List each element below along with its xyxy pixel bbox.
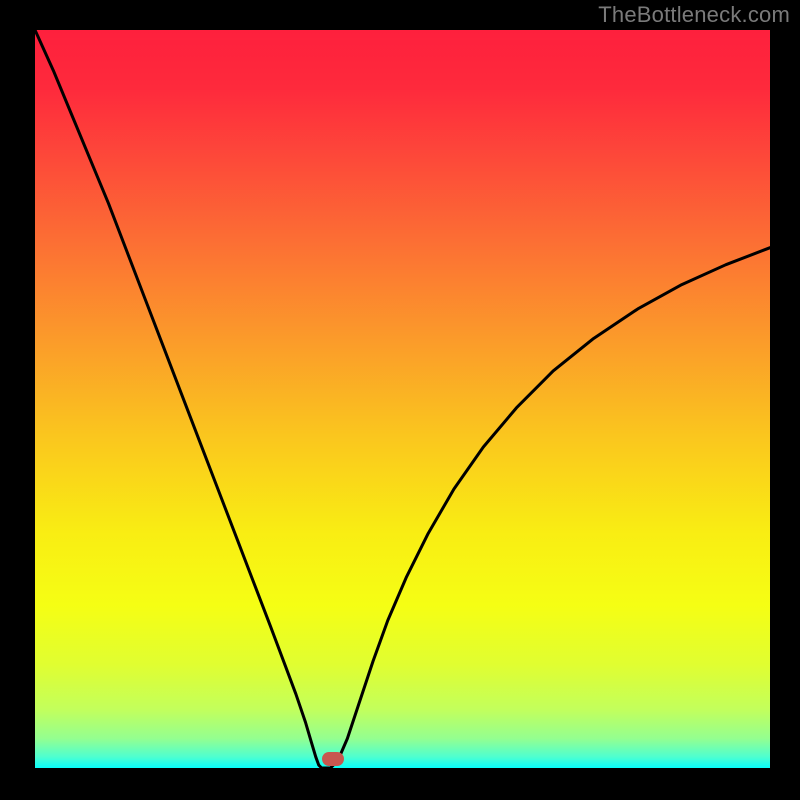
watermark-text: TheBottleneck.com bbox=[598, 2, 790, 28]
optimal-point-marker bbox=[322, 752, 344, 766]
plot-area bbox=[35, 30, 770, 768]
bottleneck-curve bbox=[35, 30, 770, 768]
chart-frame: TheBottleneck.com bbox=[0, 0, 800, 800]
